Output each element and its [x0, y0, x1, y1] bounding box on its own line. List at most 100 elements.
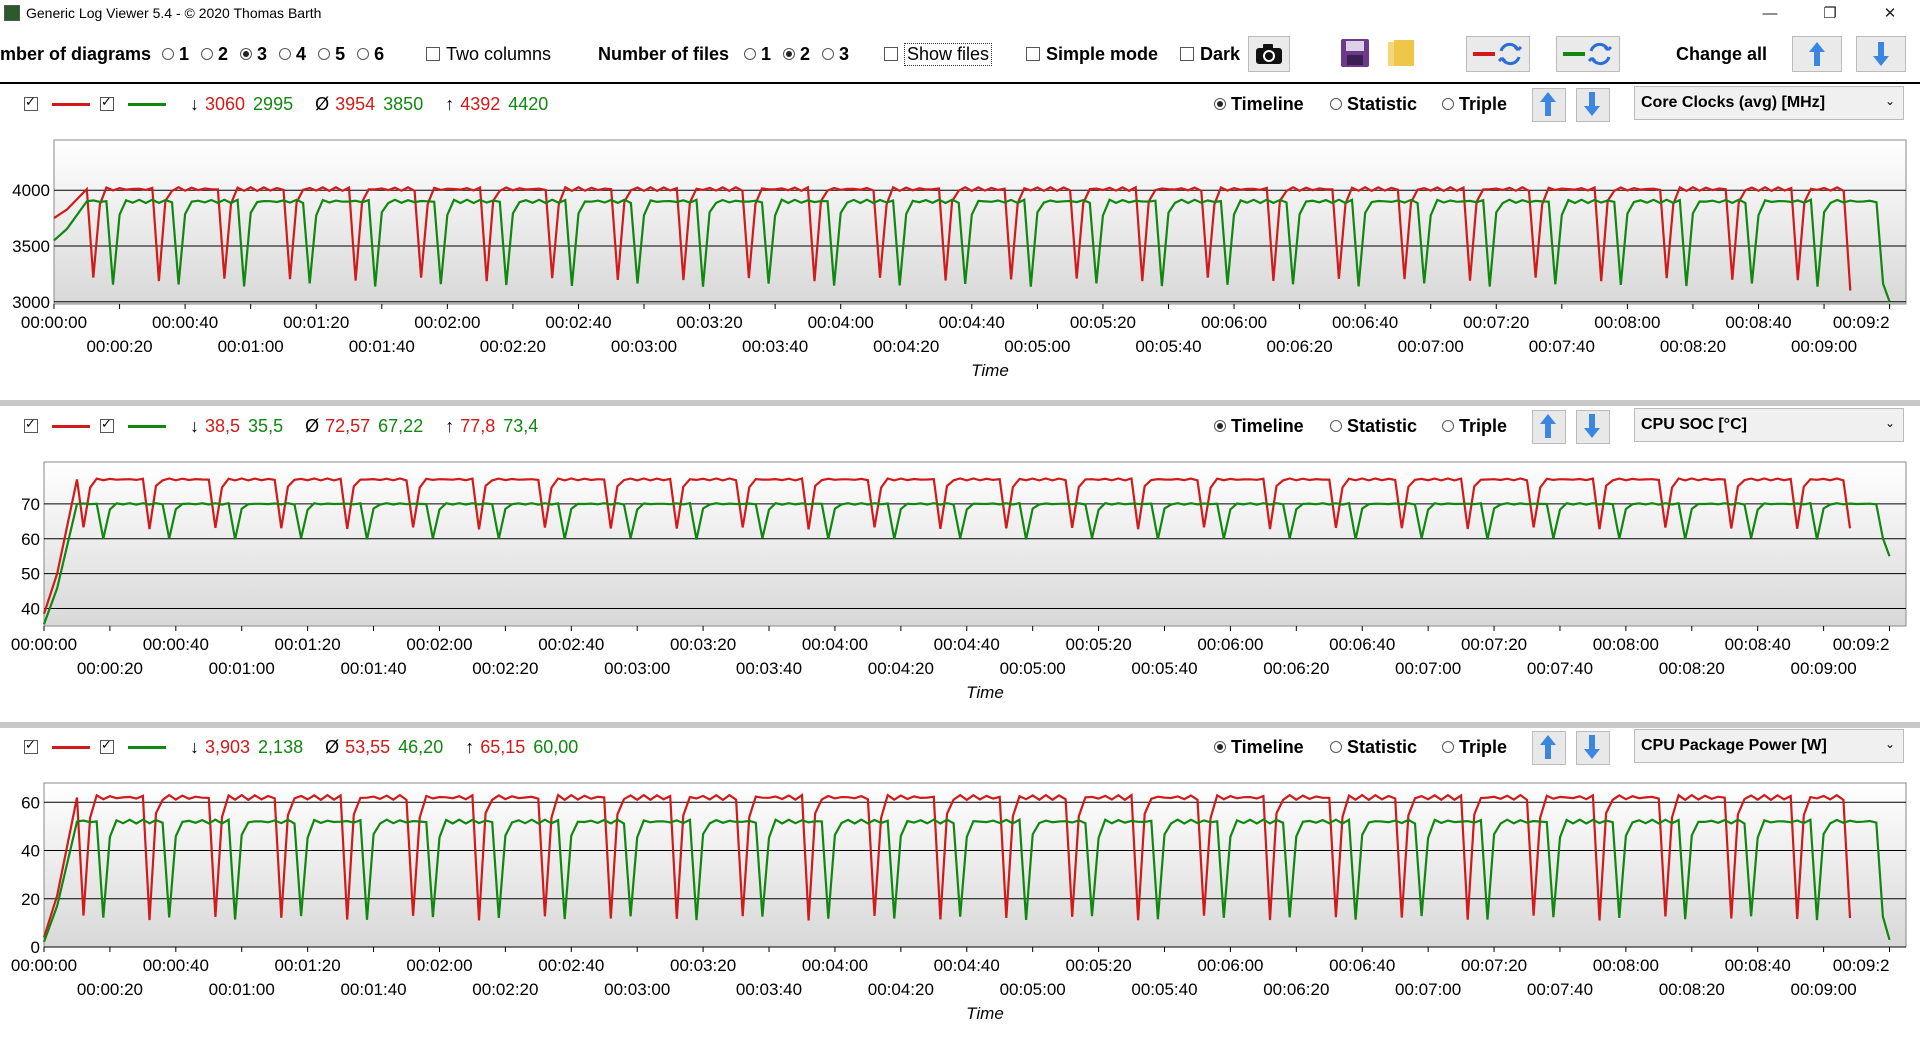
swap-red-button[interactable]	[1466, 36, 1530, 72]
screenshot-button[interactable]	[1248, 36, 1290, 72]
show-files-checkbox[interactable]	[884, 47, 898, 61]
panel-up-button[interactable]	[1532, 731, 1566, 765]
avg-value-file1: 53,55	[345, 736, 391, 757]
series-2-checkbox[interactable]	[100, 94, 114, 111]
diagram-radio-1[interactable]	[162, 48, 174, 60]
mode-triple-radio[interactable]	[1442, 741, 1454, 753]
metric-select[interactable]: CPU SOC [°C] ⌄	[1634, 408, 1904, 442]
series-2-toggle[interactable]	[100, 82, 166, 126]
simple-mode-toggle[interactable]: Simple mode	[1026, 26, 1158, 82]
series-1-toggle[interactable]	[24, 404, 90, 448]
mode-statistic-option[interactable]: Statistic	[1330, 404, 1417, 448]
diagram-radio-3[interactable]	[240, 48, 253, 60]
change-all-down-button[interactable]	[1856, 36, 1906, 72]
metric-select[interactable]: CPU Package Power [W] ⌄	[1634, 729, 1904, 763]
dark-checkbox[interactable]	[1180, 47, 1194, 61]
x-tick-label: 00:06:40	[1332, 313, 1398, 332]
x-tick-label: 00:00:20	[77, 659, 143, 678]
x-tick-label: 00:07:20	[1461, 635, 1527, 654]
x-tick-label: 00:06:40	[1329, 635, 1395, 654]
panel-up-button[interactable]	[1532, 410, 1566, 444]
series-2-checkbox[interactable]	[100, 416, 114, 433]
diagram-radio-6[interactable]	[357, 48, 370, 60]
diagram-count-radio-group: 1 2 3 4 5 6	[150, 26, 384, 82]
mode-timeline-radio[interactable]	[1214, 98, 1226, 110]
two-columns-toggle[interactable]: Two columns	[426, 26, 551, 82]
close-button[interactable]: ✕	[1883, 5, 1897, 22]
x-tick-label: 00:01:20	[275, 635, 341, 654]
mode-triple-option[interactable]: Triple	[1442, 404, 1507, 448]
show-files-toggle[interactable]: Show files	[884, 26, 993, 82]
y-tick-label: 3000	[12, 293, 50, 312]
file-radio-1[interactable]	[744, 48, 756, 60]
metric-select[interactable]: Core Clocks (avg) [MHz] ⌄	[1634, 86, 1904, 120]
stats-row: ↓ 3,903 2,138 Ø 53,55 46,20 ↑ 65,15 60,00	[190, 725, 578, 769]
metric-select-value: Core Clocks (avg) [MHz]	[1641, 94, 1826, 111]
diagram-radio-4[interactable]	[279, 48, 292, 60]
diagram-radio-5[interactable]	[318, 48, 331, 60]
mode-triple-option[interactable]: Triple	[1442, 725, 1507, 769]
app-icon	[4, 5, 20, 21]
mode-timeline-option[interactable]: Timeline	[1214, 82, 1304, 126]
series-1-toggle[interactable]	[24, 725, 90, 769]
dark-toggle[interactable]: Dark	[1180, 26, 1240, 82]
mode-timeline-label: Timeline	[1231, 93, 1304, 114]
save-button[interactable]	[1338, 36, 1372, 70]
series-2-toggle[interactable]	[100, 725, 166, 769]
restore-button[interactable]: ❐	[1823, 5, 1837, 22]
series-1-checkbox[interactable]	[24, 737, 38, 754]
x-tick-label: 00:00:40	[143, 635, 209, 654]
panel-up-button[interactable]	[1532, 88, 1566, 122]
mode-timeline-radio[interactable]	[1214, 420, 1226, 432]
avg-value-file2: 67,22	[378, 415, 424, 436]
series-2-toggle[interactable]	[100, 404, 166, 448]
stats-row: ↓ 3060 2995 Ø 3954 3850 ↑ 4392 4420	[190, 82, 548, 126]
mode-timeline-option[interactable]: Timeline	[1214, 725, 1304, 769]
mode-statistic-label: Statistic	[1347, 93, 1418, 114]
minimize-button[interactable]: —	[1762, 4, 1778, 22]
panel-down-button[interactable]	[1576, 731, 1610, 765]
mode-statistic-radio[interactable]	[1330, 741, 1342, 753]
x-tick-label: 00:03:40	[742, 337, 808, 356]
x-tick-label: 00:08:20	[1659, 980, 1725, 999]
mode-statistic-label: Statistic	[1347, 415, 1418, 436]
mode-timeline-label: Timeline	[1231, 736, 1304, 757]
file-radio-3[interactable]	[822, 48, 835, 60]
series-1-checkbox[interactable]	[24, 416, 38, 433]
mode-triple-radio[interactable]	[1442, 98, 1454, 110]
panel-down-button[interactable]	[1576, 88, 1610, 122]
series-1-toggle[interactable]	[24, 82, 90, 126]
mode-timeline-label: Timeline	[1231, 415, 1304, 436]
chevron-down-icon: ⌄	[1884, 737, 1895, 751]
mode-triple-radio[interactable]	[1442, 420, 1454, 432]
mode-statistic-radio[interactable]	[1330, 420, 1342, 432]
mode-statistic-option[interactable]: Statistic	[1330, 725, 1417, 769]
file-radio-2[interactable]	[783, 48, 796, 60]
x-tick-label: 00:05:00	[1000, 659, 1066, 678]
swap-green-button[interactable]	[1556, 36, 1620, 72]
series-1-checkbox[interactable]	[24, 94, 38, 111]
x-tick-label: 00:00:00	[21, 313, 87, 332]
x-tick-label: 00:06:20	[1266, 337, 1332, 356]
x-tick-label: 00:06:00	[1197, 635, 1263, 654]
mode-statistic-radio[interactable]	[1330, 98, 1342, 110]
x-tick-label: 00:06:00	[1197, 956, 1263, 975]
x-tick-label: 00:09:2	[1833, 635, 1890, 654]
mode-triple-option[interactable]: Triple	[1442, 82, 1507, 126]
change-all-up-button[interactable]	[1792, 36, 1842, 72]
diagram-radio-2[interactable]	[201, 48, 214, 60]
open-folder-button[interactable]	[1384, 36, 1418, 70]
series-2-checkbox[interactable]	[100, 737, 114, 754]
mode-timeline-radio[interactable]	[1214, 741, 1226, 753]
plot-area	[43, 461, 1907, 627]
mode-statistic-option[interactable]: Statistic	[1330, 82, 1417, 126]
mode-timeline-option[interactable]: Timeline	[1214, 404, 1304, 448]
simple-mode-checkbox[interactable]	[1026, 47, 1040, 61]
two-columns-checkbox[interactable]	[426, 47, 440, 61]
change-all-label: Change all	[1676, 43, 1768, 64]
series-file2-line	[42, 817, 1891, 943]
panel-down-button[interactable]	[1576, 410, 1610, 444]
arrow-up-icon	[1809, 42, 1825, 66]
